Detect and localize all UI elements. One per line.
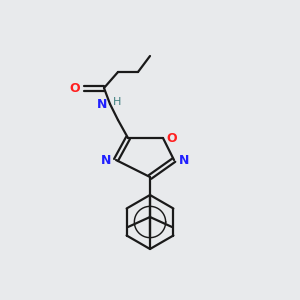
Text: N: N: [101, 154, 111, 166]
Text: N: N: [97, 98, 107, 110]
Text: H: H: [113, 97, 121, 107]
Text: O: O: [70, 82, 80, 94]
Text: O: O: [167, 131, 177, 145]
Text: N: N: [179, 154, 189, 166]
